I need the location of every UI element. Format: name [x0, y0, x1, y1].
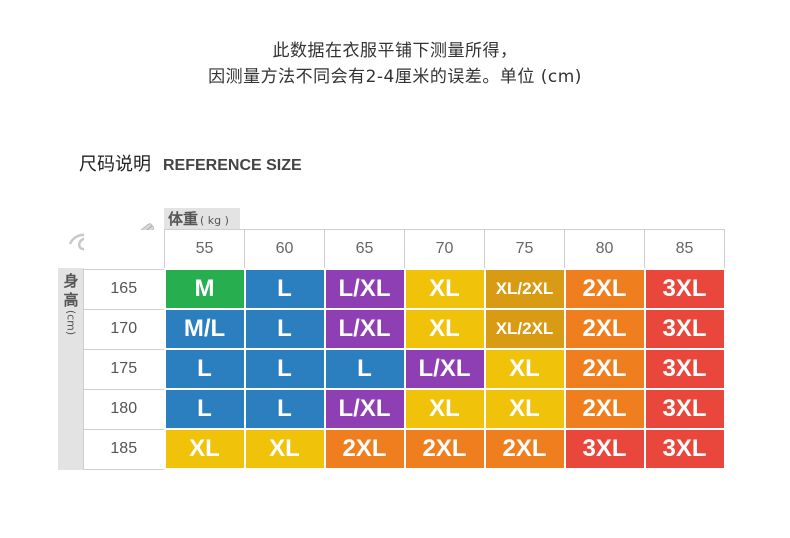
header-corner — [83, 229, 165, 270]
weight-unit: ( kg ) — [200, 214, 229, 227]
height-axis-label: 身 高 (cm) — [58, 268, 84, 470]
table-row: 180 L L L/XL XL XL 2XL 3XL — [83, 388, 726, 430]
size-cell: XL — [403, 388, 486, 430]
weight-label-text: 体重 — [168, 210, 199, 228]
weight-header-cell: 80 — [564, 229, 645, 270]
size-cell: 2XL — [403, 428, 486, 470]
notice-line-1: 此数据在衣服平铺下测量所得， — [272, 41, 518, 61]
size-cell: 3XL — [643, 268, 726, 310]
size-cell: M — [163, 268, 246, 310]
size-cell: 3XL — [643, 428, 726, 470]
size-cell: 2XL — [563, 348, 646, 390]
size-cell: M/L — [163, 308, 246, 350]
size-cell: XL — [483, 388, 566, 430]
size-cell: L/XL — [323, 268, 406, 310]
size-cell: XL — [483, 348, 566, 390]
weight-header-cell: 60 — [244, 229, 325, 270]
weight-header-cell: 75 — [484, 229, 565, 270]
size-cell: 3XL — [643, 308, 726, 350]
table-row: 185 XL XL 2XL 2XL 2XL 3XL 3XL — [83, 428, 726, 470]
size-cell: L — [243, 308, 326, 350]
size-cell: L — [243, 268, 326, 310]
weight-header-row: 55 60 65 70 75 80 85 — [83, 229, 725, 270]
size-cell: 3XL — [563, 428, 646, 470]
size-cell: L/XL — [323, 308, 406, 350]
size-cell: 2XL — [563, 308, 646, 350]
size-cell: L/XL — [403, 348, 486, 390]
size-cell: 2XL — [563, 388, 646, 430]
size-cell: 3XL — [643, 388, 726, 430]
size-cell: XL/2XL — [483, 268, 566, 310]
size-cell: XL — [403, 308, 486, 350]
size-cell: L — [243, 388, 326, 430]
weight-header-cell: 70 — [404, 229, 485, 270]
size-cell: L — [323, 348, 406, 390]
height-cell: 180 — [83, 388, 165, 430]
height-cell: 165 — [83, 268, 165, 310]
size-cell: 2XL — [483, 428, 566, 470]
size-cell: L — [163, 388, 246, 430]
size-cell: L — [163, 348, 246, 390]
table-row: 165 M L L/XL XL XL/2XL 2XL 3XL — [83, 268, 726, 310]
size-chart-table: 55 60 65 70 75 80 85 165 M L L/XL XL XL/… — [83, 229, 726, 470]
measurement-notice: 此数据在衣服平铺下测量所得， 因测量方法不同会有2-4厘米的误差。单位 (cm) — [0, 38, 790, 90]
table-row: 175 L L L L/XL XL 2XL 3XL — [83, 348, 726, 390]
size-cell: XL — [243, 428, 326, 470]
size-cell: 2XL — [563, 268, 646, 310]
title-english: REFERENCE SIZE — [163, 157, 302, 174]
height-cell: 170 — [83, 308, 165, 350]
size-cell: 2XL — [323, 428, 406, 470]
weight-header-cell: 65 — [324, 229, 405, 270]
title-chinese: 尺码说明 — [79, 154, 151, 175]
table-row: 170 M/L L L/XL XL XL/2XL 2XL 3XL — [83, 308, 726, 350]
size-cell: XL — [163, 428, 246, 470]
weight-header-cell: 55 — [164, 229, 245, 270]
size-cell: XL — [403, 268, 486, 310]
size-cell: L — [243, 348, 326, 390]
height-unit: (cm) — [64, 309, 78, 336]
size-cell: L/XL — [323, 388, 406, 430]
section-title: 尺码说明 REFERENCE SIZE — [79, 150, 302, 176]
weight-axis-label: 体重( kg ) — [164, 208, 240, 231]
height-label-char-2: 高 — [63, 291, 79, 309]
height-label-char-1: 身 — [63, 272, 79, 290]
height-cell: 175 — [83, 348, 165, 390]
weight-header-cell: 85 — [644, 229, 725, 270]
notice-line-2: 因测量方法不同会有2-4厘米的误差。单位 (cm) — [208, 67, 582, 87]
size-cell: XL/2XL — [483, 308, 566, 350]
size-cell: 3XL — [643, 348, 726, 390]
height-cell: 185 — [83, 428, 165, 470]
